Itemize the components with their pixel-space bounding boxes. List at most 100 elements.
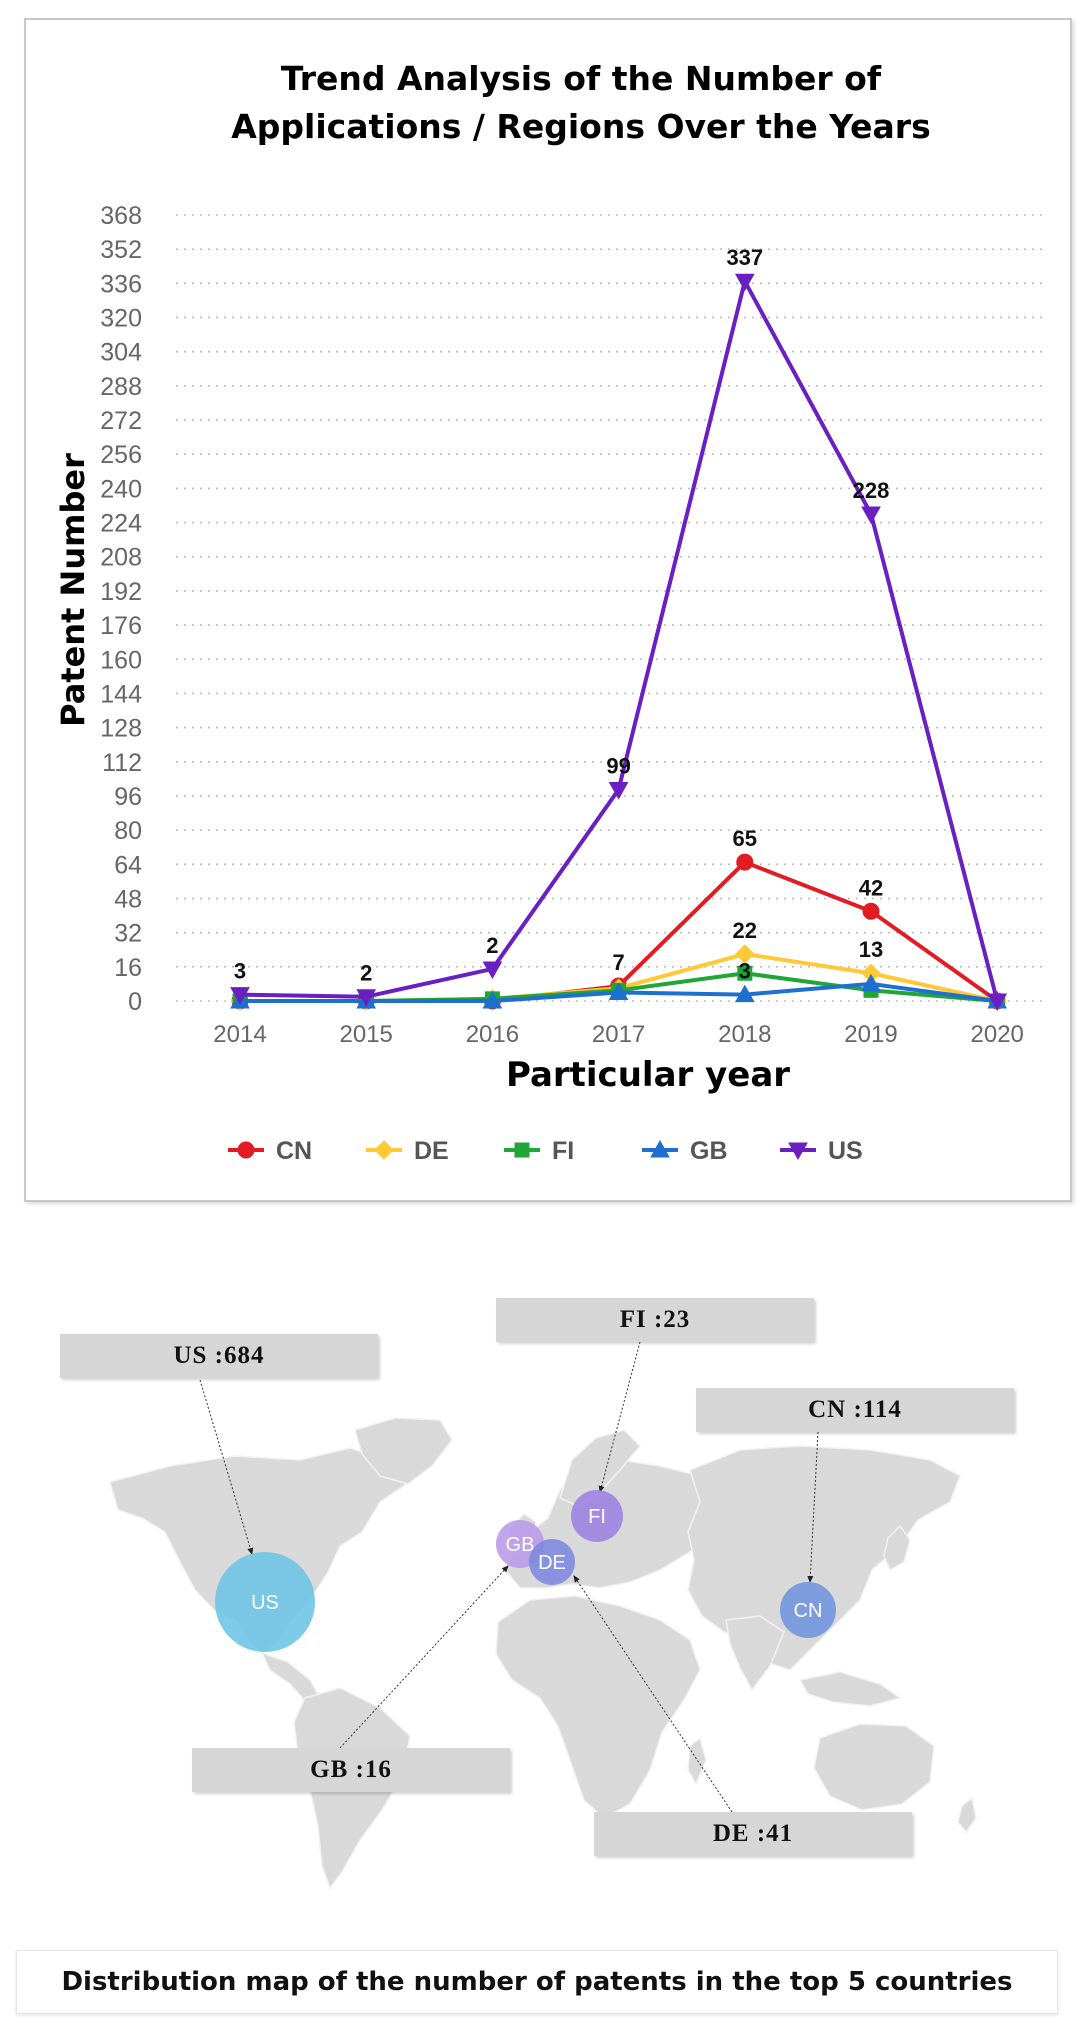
legend-marker — [237, 1141, 255, 1159]
africa-shape — [495, 1595, 701, 1819]
chart-legend: CN DE FI GB US — [228, 1137, 863, 1165]
x-axis-label: Particular year — [506, 1055, 790, 1095]
bubble-circle-us — [215, 1552, 315, 1652]
data-label: 2 — [360, 961, 372, 986]
bubble-us[interactable]: US — [215, 1552, 315, 1652]
leader-line-fi — [598, 1341, 641, 1493]
bubble-cn[interactable]: CN — [780, 1582, 836, 1638]
data-label: 228 — [853, 478, 890, 503]
x-tick-label: 2014 — [213, 1021, 266, 1048]
legend-marker — [514, 1142, 530, 1158]
legend-marker — [650, 1139, 670, 1158]
callout-cn: CN :114 — [696, 1388, 1014, 1432]
australia-shape — [813, 1723, 935, 1811]
y-tick-label: 176 — [100, 612, 142, 640]
data-label: 337 — [726, 245, 763, 270]
bubble-label-gb: GB — [506, 1534, 535, 1556]
data-label: 42 — [859, 875, 883, 900]
bubble-circle-de — [529, 1539, 575, 1585]
asia-shape — [687, 1445, 961, 1671]
bubble-label-de: DE — [538, 1552, 566, 1574]
x-tick-label: 2016 — [466, 1021, 519, 1048]
bubble-fi[interactable]: FI — [571, 1490, 623, 1542]
y-tick-label: 304 — [100, 339, 142, 367]
y-tick-label: 112 — [102, 749, 142, 777]
callout-fi: FI :23 — [496, 1298, 814, 1342]
y-tick-label: 128 — [100, 715, 142, 743]
bubble-de[interactable]: DE — [529, 1539, 575, 1585]
data-point-cn — [736, 853, 754, 871]
legend-item-cn[interactable]: CN — [228, 1137, 312, 1165]
trend-chart-panel: Trend Analysis of the Number of Applicat… — [24, 18, 1072, 1202]
callout-de: DE :41 — [594, 1812, 912, 1856]
callout-leader-lines — [199, 1341, 819, 1813]
y-tick-label: 160 — [100, 646, 142, 674]
data-label: 2 — [486, 933, 498, 958]
data-label: 3 — [234, 959, 246, 984]
legend-label: FI — [552, 1137, 574, 1165]
y-tick-label: 224 — [100, 510, 142, 538]
legend-item-fi[interactable]: FI — [504, 1137, 574, 1165]
leader-line-gb — [339, 1565, 509, 1749]
india-shape — [725, 1615, 785, 1692]
legend-label: GB — [690, 1137, 728, 1165]
data-point-de — [735, 944, 755, 964]
data-label: 3 — [739, 959, 751, 984]
central-america-shape — [260, 1651, 322, 1703]
legend-item-de[interactable]: DE — [366, 1137, 449, 1165]
x-tick-label: 2019 — [844, 1021, 897, 1048]
bubble-label-cn: CN — [794, 1600, 823, 1622]
y-tick-label: 32 — [114, 920, 142, 948]
data-label: 7 — [612, 950, 624, 975]
data-point-gb — [608, 982, 629, 1000]
patent-distribution-map: US FI CN GB DE US :684 FI :23 CN :114 GB :16 DE … — [0, 1270, 1087, 1910]
y-tick-label: 352 — [100, 236, 142, 264]
data-label: 65 — [733, 826, 757, 851]
y-tick-label: 64 — [114, 851, 142, 879]
y-tick-label: 16 — [114, 954, 142, 982]
bubble-label-fi: FI — [588, 1506, 606, 1528]
data-label: 13 — [859, 937, 883, 962]
data-label: 99 — [606, 754, 630, 779]
land-masses — [109, 1417, 977, 1890]
leader-line-de — [573, 1575, 733, 1813]
data-point-us — [482, 961, 503, 979]
x-tick-label: 2018 — [718, 1021, 771, 1048]
y-axis-label: Patent Number — [54, 453, 92, 727]
chart-title-line-2: Applications / Regions Over the Years — [231, 107, 930, 146]
y-tick-label: 80 — [114, 817, 142, 845]
data-point-us — [734, 273, 755, 292]
y-tick-label: 256 — [100, 441, 142, 469]
data-label: 22 — [733, 918, 757, 943]
callout-gb: GB :16 — [192, 1748, 510, 1792]
y-tick-label: 320 — [100, 305, 142, 333]
y-tick-label: 96 — [114, 783, 142, 811]
bubble-circle-cn — [780, 1582, 836, 1638]
legend-item-gb[interactable]: GB — [642, 1137, 728, 1165]
legend-item-us[interactable]: US — [780, 1137, 863, 1165]
madagascar-shape — [687, 1736, 707, 1786]
data-point-us — [987, 993, 1008, 1012]
data-point-us — [230, 987, 250, 1005]
data-point-gb — [861, 973, 881, 992]
data-point-us — [608, 782, 629, 800]
greenland-shape — [354, 1417, 453, 1485]
bubble-circle-fi — [571, 1490, 623, 1542]
y-tick-label: 144 — [100, 680, 142, 708]
legend-label: CN — [276, 1137, 312, 1165]
chart-title-line-1: Trend Analysis of the Number of — [281, 59, 882, 98]
y-tick-label: 240 — [100, 475, 142, 503]
y-tick-label: 336 — [100, 270, 142, 298]
series-us — [230, 273, 1008, 1012]
southeast-asia-shape — [798, 1671, 902, 1707]
y-tick-label: 272 — [100, 407, 142, 435]
y-tick-label: 192 — [100, 578, 142, 606]
data-point-gb — [482, 990, 503, 1009]
x-tick-label: 2020 — [971, 1021, 1024, 1048]
y-tick-label: 288 — [100, 373, 142, 401]
x-tick-label: 2015 — [340, 1021, 393, 1048]
data-point-fi — [737, 965, 753, 981]
y-tick-label: 208 — [100, 544, 142, 572]
